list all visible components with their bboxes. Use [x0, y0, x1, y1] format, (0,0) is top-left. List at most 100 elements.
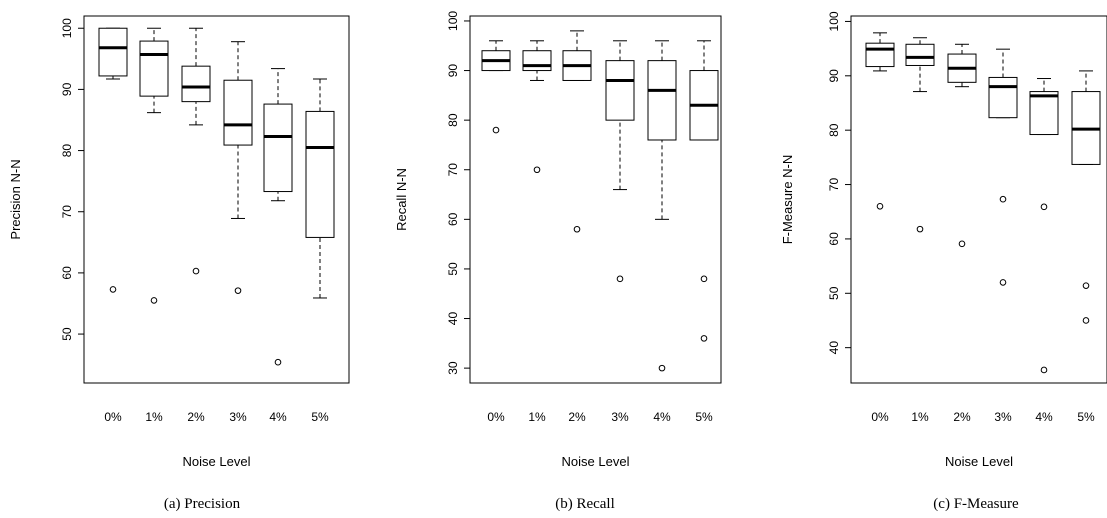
- x-tick-label: 2%: [187, 410, 205, 424]
- y-tick-label: 100: [827, 11, 841, 31]
- x-tick-label: 4%: [653, 410, 671, 424]
- y-axis-label: Recall N-N: [394, 168, 409, 231]
- outlier-point: [274, 358, 282, 366]
- y-tick-label: 80: [60, 144, 74, 158]
- box-2pct: [562, 30, 592, 233]
- plot-frame: [850, 15, 1107, 384]
- outlier-point: [492, 126, 500, 134]
- x-tick-label: 5%: [1077, 410, 1095, 424]
- x-tick-label: 1%: [911, 410, 929, 424]
- outlier-point: [1040, 366, 1048, 374]
- x-tick-label: 1%: [528, 410, 546, 424]
- x-axis-label: Noise Level: [562, 454, 630, 469]
- outlier-point: [876, 202, 884, 210]
- outlier-point: [999, 279, 1007, 286]
- box-0pct: [865, 32, 895, 210]
- y-tick-label: 100: [60, 18, 74, 38]
- box-iqr: [139, 40, 169, 97]
- box-iqr: [181, 65, 211, 103]
- box-iqr: [263, 103, 293, 193]
- x-axis-label: Noise Level: [945, 454, 1013, 469]
- box-1pct: [905, 37, 935, 233]
- outlier-point: [573, 225, 581, 233]
- y-tick-label: 90: [60, 82, 74, 96]
- x-tick-label: 5%: [695, 410, 713, 424]
- outlier-point: [234, 287, 242, 294]
- box-1pct: [522, 40, 552, 174]
- box-1pct: [139, 27, 169, 304]
- x-tick-label: 0%: [871, 410, 889, 424]
- y-tick-label: 50: [827, 286, 841, 300]
- y-tick-label: 80: [446, 113, 460, 127]
- box-4pct: [647, 40, 677, 372]
- outlier-point: [1082, 282, 1090, 289]
- x-tick-label: 4%: [1035, 410, 1053, 424]
- x-axis-label: Noise Level: [183, 454, 251, 469]
- x-tick-label: 2%: [953, 410, 971, 424]
- y-tick-label: 60: [446, 212, 460, 226]
- y-tick-label: 80: [827, 123, 841, 137]
- box-3pct: [988, 48, 1018, 286]
- box-4pct: [263, 68, 293, 366]
- box-iqr: [647, 60, 677, 141]
- box-0pct: [98, 27, 128, 293]
- x-tick-label: 4%: [269, 410, 287, 424]
- outlier-point: [150, 297, 158, 304]
- y-tick-label: 50: [60, 327, 74, 341]
- panel-caption: (a) Precision: [164, 496, 241, 512]
- y-tick-label: 100: [446, 11, 460, 31]
- outlier-point: [999, 195, 1007, 203]
- outlier-point: [533, 166, 541, 174]
- outlier-point: [958, 240, 966, 248]
- x-tick-label: 2%: [568, 410, 586, 424]
- plot-frame: [469, 15, 722, 384]
- box-3pct: [605, 40, 635, 283]
- box-iqr: [98, 27, 128, 77]
- outlier-point: [109, 286, 117, 293]
- y-tick-label: 40: [827, 341, 841, 355]
- box-iqr: [865, 42, 895, 68]
- y-tick-label: 70: [60, 205, 74, 219]
- y-tick-label: 70: [446, 163, 460, 177]
- x-tick-label: 0%: [104, 410, 122, 424]
- box-5pct: [689, 40, 719, 342]
- box-2pct: [947, 43, 977, 248]
- box-5pct: [1071, 70, 1101, 324]
- y-tick-label: 50: [446, 262, 460, 276]
- chart-panel-3: 40 50 60 70 80 90 100 F-Measure N-N 0% 1% 2% 3% 4% 5%…: [780, 11, 1107, 512]
- x-tick-label: 3%: [994, 410, 1012, 424]
- panel-caption: (b) Recall: [555, 496, 615, 512]
- box-2pct: [181, 27, 211, 275]
- y-tick-label: 90: [446, 64, 460, 78]
- outlier-point: [1040, 203, 1048, 211]
- outlier-point: [616, 275, 624, 283]
- outlier-point: [700, 275, 708, 283]
- y-tick-label: 90: [827, 69, 841, 83]
- outlier-point: [700, 335, 708, 342]
- outlier-point: [658, 364, 666, 372]
- y-tick-label: 60: [827, 232, 841, 246]
- y-axis-label: F-Measure N-N: [780, 155, 795, 245]
- box-iqr: [988, 76, 1018, 119]
- plot-frame: [83, 15, 350, 384]
- y-tick-label: 60: [60, 266, 74, 280]
- chart-panel-1: 50 60 70 80 90 100 Precision N-N 0% 1% 2% 3% 4% 5% No…: [8, 15, 350, 512]
- outlier-point: [192, 267, 200, 275]
- box-5pct: [305, 78, 335, 299]
- box-iqr: [522, 50, 552, 72]
- y-tick-label: 30: [446, 361, 460, 375]
- y-axis-label: Precision N-N: [8, 159, 23, 239]
- y-tick-label: 40: [446, 312, 460, 326]
- x-tick-label: 1%: [145, 410, 163, 424]
- chart-panel-2: 30 40 50 60 70 80 90 100 Recall N-N 0% 1% 2% 3% 4% 5% N…: [394, 11, 722, 512]
- box-0pct: [481, 40, 511, 134]
- x-tick-label: 0%: [487, 410, 505, 424]
- box-iqr: [305, 110, 335, 238]
- x-tick-label: 3%: [229, 410, 247, 424]
- box-iqr: [605, 60, 635, 121]
- y-tick-label: 70: [827, 178, 841, 192]
- box-4pct: [1029, 78, 1059, 374]
- outlier-point: [1082, 317, 1090, 324]
- outlier-point: [916, 225, 924, 233]
- x-tick-label: 5%: [311, 410, 329, 424]
